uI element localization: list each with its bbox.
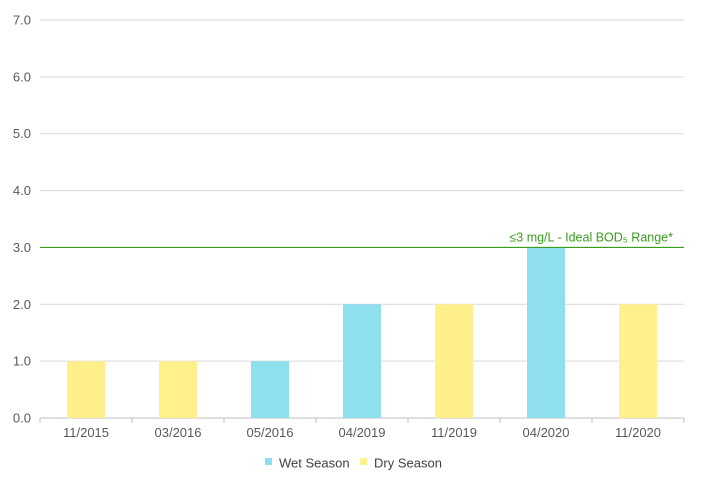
y-tick-label: 1.0: [13, 354, 31, 369]
reference-line-label: ≤3 mg/L - Ideal BOD₅ Range*: [509, 230, 673, 244]
y-tick-label: 0.0: [13, 411, 31, 426]
x-tick-label: 11/2015: [63, 425, 109, 440]
x-tick-label: 11/2019: [431, 425, 477, 440]
x-tick-label: 04/2019: [339, 425, 386, 440]
x-tick-label: 11/2020: [615, 425, 661, 440]
legend-swatch: [360, 458, 367, 465]
bar: [619, 304, 657, 418]
y-tick-label: 4.0: [13, 183, 31, 198]
bar: [67, 361, 105, 418]
y-tick-label: 6.0: [13, 69, 31, 84]
bar: [527, 247, 565, 418]
y-tick-label: 7.0: [13, 13, 31, 28]
x-tick-label: 05/2016: [247, 425, 294, 440]
bar: [435, 304, 473, 418]
y-tick-label: 3.0: [13, 240, 31, 255]
bar: [343, 304, 381, 418]
y-tick-label: 2.0: [13, 297, 31, 312]
bar: [251, 361, 289, 418]
x-tick-label: 03/2016: [155, 425, 202, 440]
bar: [159, 361, 197, 418]
y-tick-label: 5.0: [13, 126, 31, 141]
legend-label: Dry Season: [374, 456, 442, 471]
x-tick-label: 04/2020: [523, 425, 570, 440]
legend-swatch: [265, 458, 272, 465]
legend-label: Wet Season: [279, 456, 350, 471]
